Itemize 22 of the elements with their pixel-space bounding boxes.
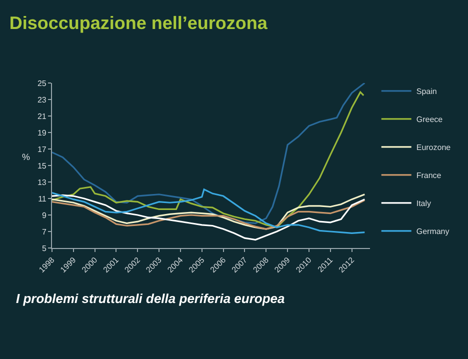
y-tick-label: 13 <box>37 178 47 187</box>
y-tick-label: 11 <box>38 194 47 204</box>
y-tick-label: 17 <box>37 144 47 154</box>
y-tick-label: 19 <box>37 128 47 138</box>
chart-title: Disoccupazione nell’eurozona <box>9 12 268 33</box>
y-tick-label: 23 <box>37 95 47 104</box>
legend-label: Greece <box>416 115 444 124</box>
y-axis-title: % <box>22 152 30 162</box>
legend-label: Spain <box>416 87 437 96</box>
y-tick-label: 7 <box>42 227 47 236</box>
legend-label: Germany <box>416 227 450 236</box>
legend-label: Eurozone <box>416 143 452 152</box>
legend-label: Italy <box>416 199 432 208</box>
legend-label: France <box>416 171 442 180</box>
text: I problemi strutturali della periferia europea <box>16 291 285 306</box>
y-tick-label: 15 <box>37 161 47 170</box>
y-tick-label: 21 <box>37 112 47 121</box>
y-tick-label: 25 <box>37 78 47 88</box>
line-series <box>52 194 366 241</box>
line-series <box>52 199 366 230</box>
y-tick-label: 5 <box>42 244 47 253</box>
y-tick-label: 9 <box>42 210 47 220</box>
